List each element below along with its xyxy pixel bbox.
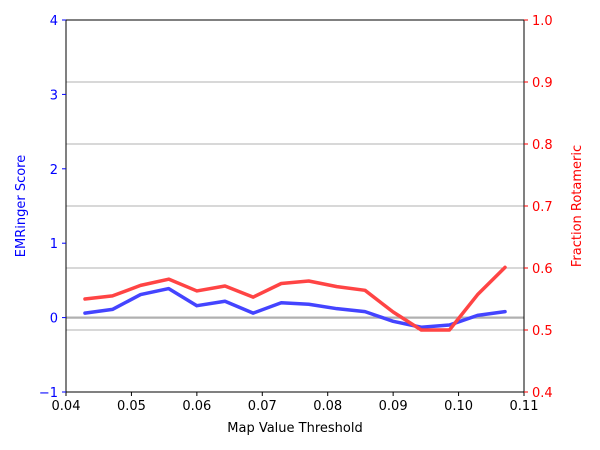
left-axis-label: EMRinger Score bbox=[14, 155, 29, 257]
x-tick-label: 0.05 bbox=[117, 399, 146, 414]
series-left-line bbox=[83, 286, 507, 330]
x-tick-label: 0.06 bbox=[182, 399, 211, 414]
grid-layer bbox=[66, 81, 524, 331]
right-tick-label: 0.5 bbox=[532, 324, 553, 339]
x-axis-label: Map Value Threshold bbox=[227, 421, 362, 436]
x-tick-label: 0.11 bbox=[510, 399, 539, 414]
right-axis-ticks: 0.4 0.5 0.6 0.7 0.8 0.9 1.0 bbox=[524, 14, 553, 401]
left-tick-label: 0 bbox=[50, 312, 58, 327]
left-tick-label: 3 bbox=[50, 88, 58, 103]
x-tick-label: 0.07 bbox=[248, 399, 277, 414]
x-tick-label: 0.04 bbox=[52, 399, 81, 414]
right-tick-label: 0.7 bbox=[532, 200, 553, 215]
x-tick-label: 0.09 bbox=[379, 399, 408, 414]
left-axis-ticks: −1 0 1 2 3 4 bbox=[39, 14, 66, 401]
x-axis-ticks: 0.04 0.05 0.06 0.07 0.08 0.09 0.10 0.11 bbox=[52, 392, 539, 414]
right-tick-label: 0.9 bbox=[532, 76, 553, 91]
right-axis-label: Fraction Rotameric bbox=[570, 145, 585, 267]
series-layer bbox=[83, 265, 507, 332]
right-tick-label: 0.4 bbox=[532, 386, 553, 401]
left-tick-label: −1 bbox=[39, 386, 58, 401]
series-right-line bbox=[83, 265, 507, 332]
right-tick-label: 0.8 bbox=[532, 138, 553, 153]
left-tick-label: 1 bbox=[50, 237, 58, 252]
left-tick-label: 2 bbox=[50, 163, 58, 178]
x-tick-label: 0.08 bbox=[313, 399, 342, 414]
x-tick-label: 0.10 bbox=[444, 399, 473, 414]
right-tick-label: 0.6 bbox=[532, 262, 553, 277]
left-tick-label: 4 bbox=[50, 14, 58, 29]
right-tick-label: 1.0 bbox=[532, 14, 553, 29]
